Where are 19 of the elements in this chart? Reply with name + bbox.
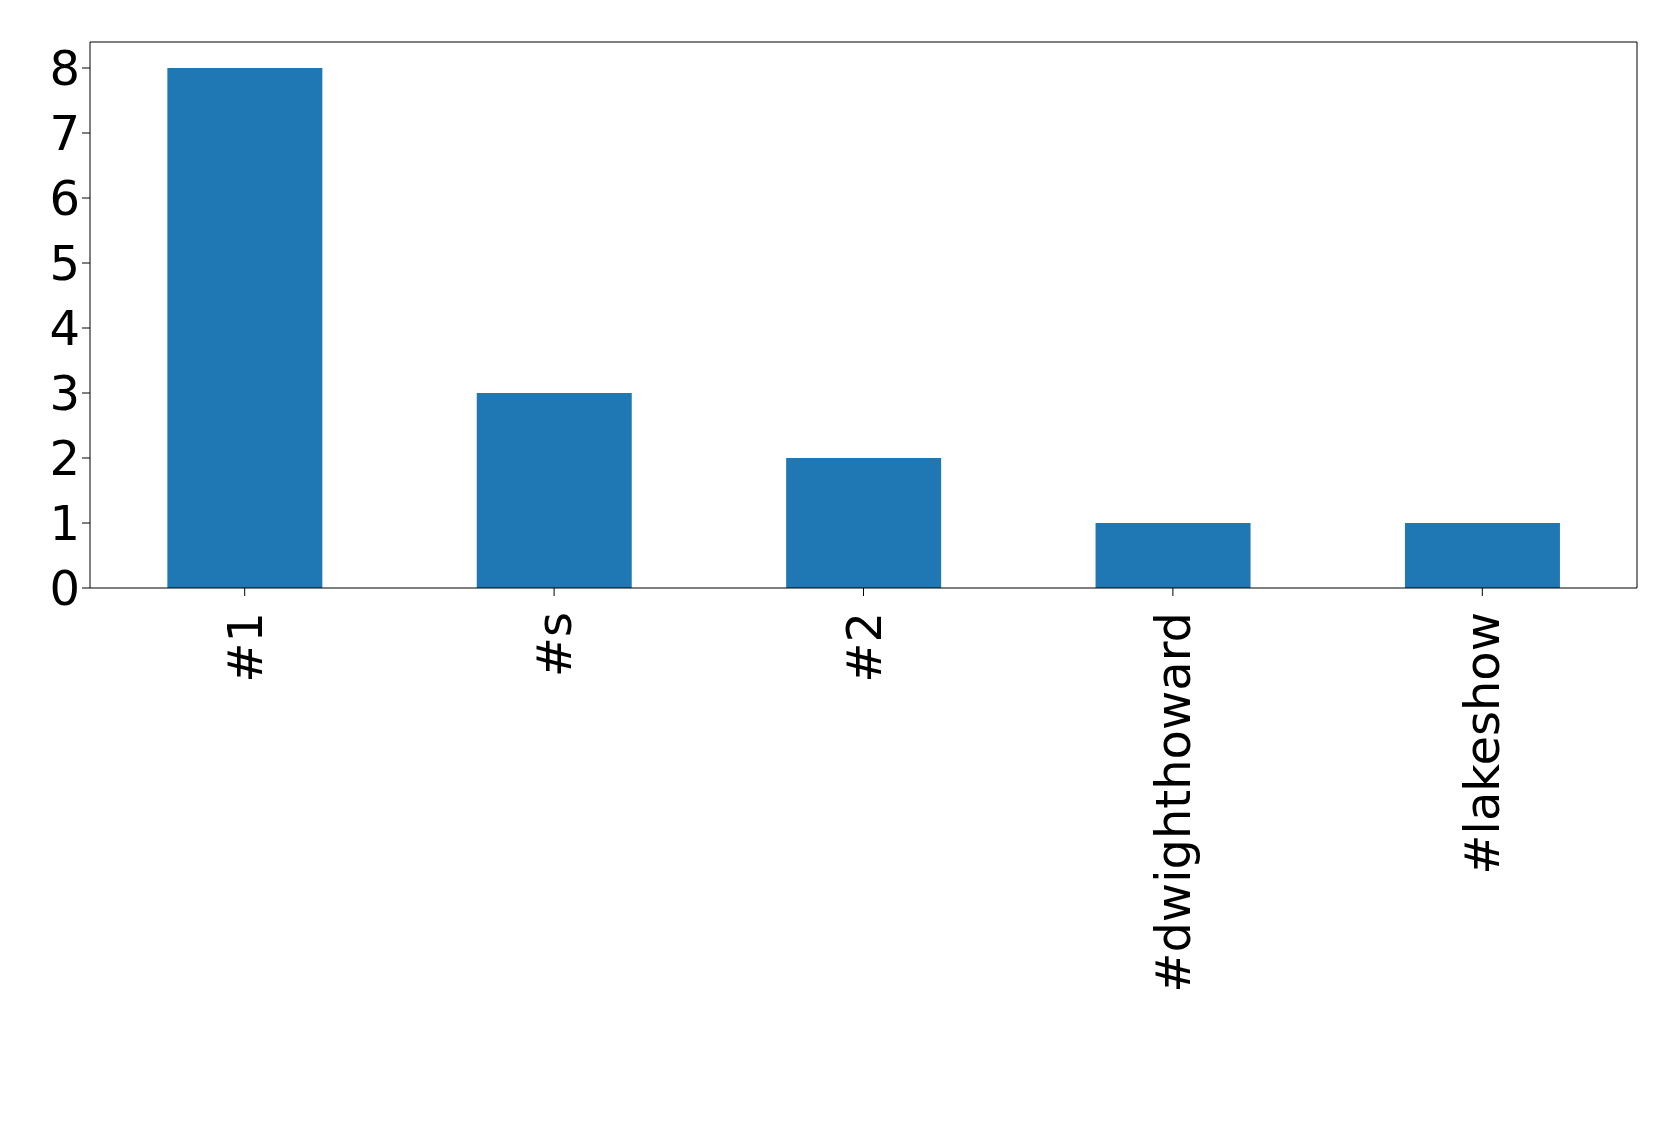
y-tick-label: 8	[49, 40, 80, 97]
y-tick-label: 7	[49, 105, 80, 162]
bar	[1404, 523, 1560, 588]
y-tick-label: 4	[49, 300, 80, 357]
y-tick-label: 0	[49, 560, 80, 617]
bar	[167, 68, 323, 588]
y-tick-label: 5	[49, 235, 80, 292]
bar	[1095, 523, 1251, 588]
bar	[786, 458, 942, 588]
x-tick-label: #dwighthoward	[1144, 612, 1201, 993]
y-tick-label: 1	[49, 495, 80, 552]
y-tick-label: 3	[49, 365, 80, 422]
y-tick-label: 6	[49, 170, 80, 227]
x-tick-label: #lakeshow	[1454, 612, 1511, 875]
x-tick-label: #s	[526, 612, 583, 678]
y-tick-label: 2	[49, 430, 80, 487]
x-tick-label: #2	[835, 612, 892, 683]
bar	[476, 393, 632, 588]
x-tick-label: #1	[216, 612, 273, 683]
